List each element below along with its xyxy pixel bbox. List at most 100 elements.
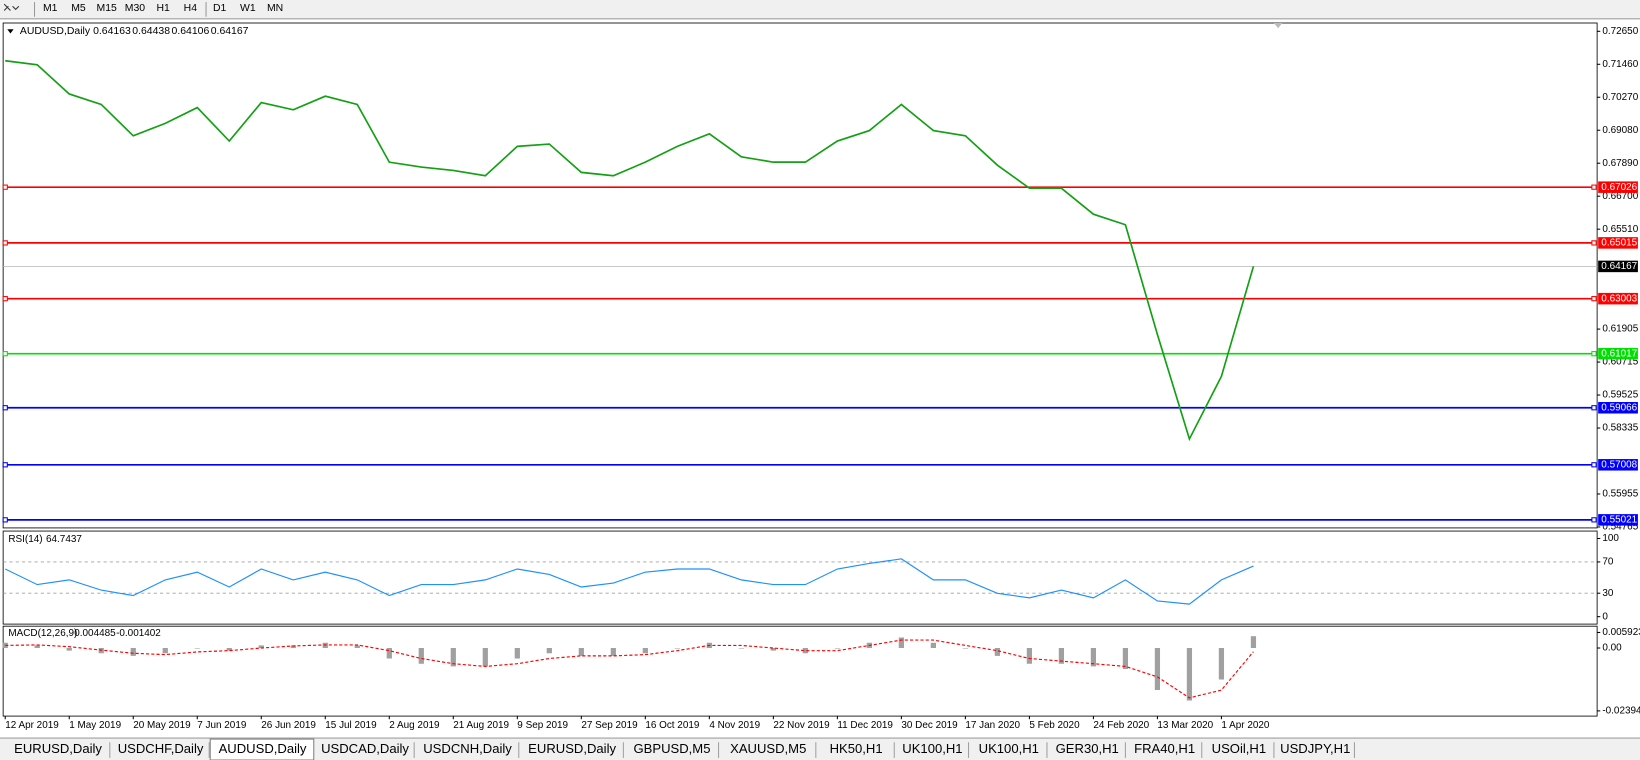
rsi-panel xyxy=(2,530,1598,625)
level-label: 0.59066 xyxy=(1601,402,1637,413)
tab-label[interactable]: USDCAD,Daily xyxy=(321,741,409,756)
macd-histogram-bar xyxy=(994,648,1001,656)
macd-histogram-bar xyxy=(130,648,136,656)
level-label: 0.67026 xyxy=(1601,182,1637,193)
x-tick-label: 27 Sep 2019 xyxy=(581,720,638,731)
tab-label[interactable]: UK100,H1 xyxy=(979,741,1039,756)
timeframe-button[interactable]: M1 xyxy=(43,3,58,14)
macd-histogram-bar xyxy=(34,645,40,649)
tab-label[interactable]: HK50,H1 xyxy=(830,741,883,756)
tab-label[interactable]: EURUSD,Daily xyxy=(14,741,102,756)
level-handle[interactable] xyxy=(2,517,8,523)
macd-histogram-bar xyxy=(610,648,616,656)
macd-title: MACD(12,26,9) xyxy=(8,628,77,639)
level-handle[interactable] xyxy=(1591,240,1597,246)
macd-panel xyxy=(2,625,1598,717)
level-handle[interactable] xyxy=(2,240,8,246)
y-tick-label: 0 xyxy=(1602,611,1608,622)
y-tick-label: 70 xyxy=(1602,557,1614,568)
rsi-title: RSI(14) xyxy=(8,534,42,545)
y-tick-label: 0.58335 xyxy=(1602,423,1638,434)
tab[interactable] xyxy=(969,741,1047,759)
tab[interactable] xyxy=(5,741,110,759)
level-handle[interactable] xyxy=(1591,462,1597,468)
macd-histogram-bar xyxy=(1218,648,1225,680)
tab[interactable] xyxy=(110,741,210,759)
collapse-triangle[interactable] xyxy=(7,29,14,34)
timeframe-button[interactable]: D1 xyxy=(213,3,227,14)
macd-value: -0.001402 xyxy=(116,628,161,639)
tab-active[interactable] xyxy=(209,738,315,760)
tab[interactable] xyxy=(415,741,519,759)
timeframe-button[interactable]: MN xyxy=(267,3,283,14)
rsi-line xyxy=(4,558,1254,605)
tab[interactable] xyxy=(1202,741,1274,759)
tab-label[interactable]: UK100,H1 xyxy=(902,741,962,756)
timeframe-button[interactable]: M5 xyxy=(71,3,86,14)
tab[interactable] xyxy=(816,741,895,759)
timeframe-button[interactable]: W1 xyxy=(240,3,256,14)
macd-histogram-bar xyxy=(802,648,808,654)
tab[interactable] xyxy=(314,741,415,759)
level-handle[interactable] xyxy=(1591,351,1597,357)
x-tick-label: 24 Feb 2020 xyxy=(1093,720,1149,731)
ohlc-quote: 0.64163 xyxy=(93,26,131,37)
level-handle[interactable] xyxy=(2,462,8,468)
toolbar-icon[interactable] xyxy=(3,3,20,11)
timeframe-button[interactable]: H1 xyxy=(156,3,170,14)
level-handle[interactable] xyxy=(2,296,8,302)
tab[interactable] xyxy=(1126,741,1202,759)
symbol-title: AUDUSD,Daily xyxy=(20,26,91,37)
level-handle[interactable] xyxy=(1591,296,1597,302)
macd-histogram-bar xyxy=(962,648,968,649)
timeframe-button[interactable]: H4 xyxy=(184,3,198,14)
tab[interactable] xyxy=(719,741,816,759)
x-tick-label: 2 Aug 2019 xyxy=(389,720,440,731)
macd-signal-line xyxy=(5,639,1254,699)
y-tick-label: 0.59525 xyxy=(1602,390,1638,401)
x-tick-label: 5 Feb 2020 xyxy=(1029,720,1080,731)
level-handle[interactable] xyxy=(2,351,8,357)
tab-label[interactable]: USDJPY,H1 xyxy=(1280,741,1350,756)
level-handle[interactable] xyxy=(1591,405,1597,411)
tab[interactable] xyxy=(1048,741,1126,759)
level-handle[interactable] xyxy=(2,184,8,190)
y-tick-label: 0.54765 xyxy=(1602,522,1638,533)
ohlc-quote: 0.64438 xyxy=(132,26,170,37)
current-price-badge xyxy=(1598,260,1638,273)
tab-label[interactable]: AUDUSD,Daily xyxy=(219,741,307,756)
y-tick-label: 0.69080 xyxy=(1602,125,1638,136)
macd-histogram-bar xyxy=(642,648,648,654)
tab[interactable] xyxy=(624,741,719,759)
level-handle[interactable] xyxy=(1591,184,1597,190)
level-label: 0.55021 xyxy=(1601,514,1637,525)
y-tick-label: 0.70270 xyxy=(1602,92,1638,103)
y-tick-label: 0.61905 xyxy=(1602,324,1638,335)
tab-label[interactable]: XAUUSD,M5 xyxy=(730,741,806,756)
macd-histogram-bar xyxy=(578,648,584,656)
tab-label[interactable]: GBPUSD,M5 xyxy=(634,741,711,756)
tab-label[interactable]: FRA40,H1 xyxy=(1134,741,1195,756)
macd-histogram-bar xyxy=(930,642,936,649)
timeframe-button[interactable]: M15 xyxy=(97,3,118,14)
x-tick-label: 1 May 2019 xyxy=(69,720,121,731)
x-tick-label: 4 Nov 2019 xyxy=(709,720,760,731)
tab-label[interactable]: GER30,H1 xyxy=(1056,741,1119,756)
timeframe-button[interactable]: M30 xyxy=(125,3,146,14)
tab-label[interactable]: USOil,H1 xyxy=(1212,741,1266,756)
tab[interactable] xyxy=(1274,741,1355,759)
tab[interactable] xyxy=(519,741,624,759)
ohlc-quote: 0.64106 xyxy=(172,26,210,37)
level-handle[interactable] xyxy=(2,405,8,411)
tab[interactable] xyxy=(895,741,969,759)
y-tick-label: 30 xyxy=(1602,588,1614,599)
tab-label[interactable]: USDCNH,Daily xyxy=(423,741,512,756)
macd-histogram-bar xyxy=(66,648,72,651)
tab-label[interactable]: EURUSD,Daily xyxy=(528,741,616,756)
macd-histogram-bar xyxy=(1058,648,1065,664)
level-label: 0.57008 xyxy=(1601,459,1637,470)
tab-label[interactable]: USDCHF,Daily xyxy=(118,741,204,756)
level-handle[interactable] xyxy=(1591,517,1597,523)
macd-histogram-bar xyxy=(546,648,552,654)
